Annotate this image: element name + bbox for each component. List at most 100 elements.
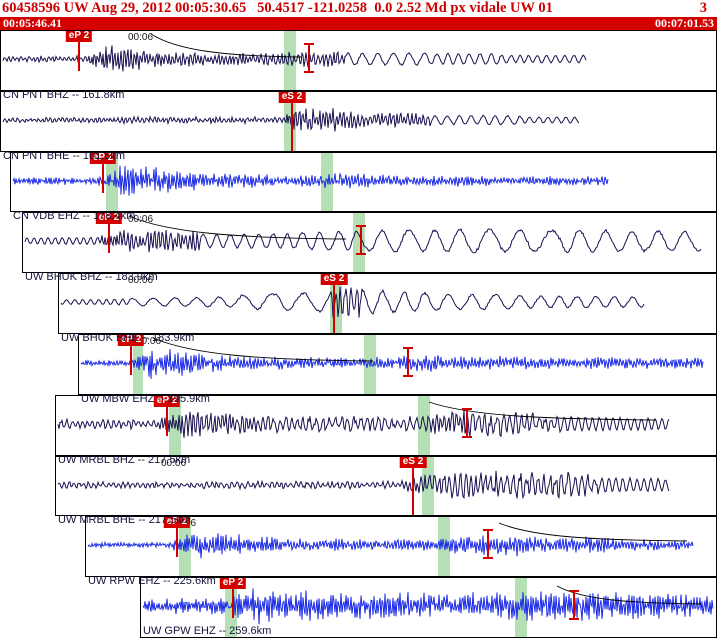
s-window-highlight — [515, 578, 527, 637]
waveform-trace — [57, 409, 670, 438]
s-pick-line[interactable] — [412, 466, 414, 516]
waveform-canvas — [2, 33, 587, 72]
waveform-trace — [2, 45, 587, 72]
p-pick-label[interactable]: eP 2 — [219, 578, 247, 590]
station-label[interactable]: UW MBW EHZ -- 195.9km — [81, 392, 210, 405]
waveform-canvas — [142, 585, 714, 625]
station-label[interactable]: UW MRBL BHE -- 217.5km — [58, 514, 191, 527]
trace-panel[interactable]: eP 2 — [10, 151, 717, 213]
p-pick-line[interactable] — [232, 588, 234, 619]
s-marker-cap-top — [403, 347, 413, 349]
s-uncertainty-marker[interactable] — [483, 529, 493, 560]
s-window-highlight — [284, 91, 296, 151]
p-pick-label[interactable]: eP 2 — [153, 395, 181, 407]
trace-panels: 00:06 eP 2 CN PNT BHZ -- 161.8km eS 2 CN PNT… — [0, 30, 717, 638]
s-window-highlight — [106, 152, 118, 212]
p-pick-label[interactable]: eP 2 — [163, 517, 191, 529]
s-marker-line — [466, 407, 468, 438]
p-pick-label[interactable]: eP 2 — [95, 213, 123, 225]
waveform-canvas — [87, 522, 694, 559]
trace-panel[interactable]: eP 2 — [55, 394, 717, 456]
trace-panel[interactable]: 00:06 eP 2 — [0, 30, 717, 91]
station-label[interactable]: CN PNT BHE -- 161.6km — [3, 149, 126, 162]
station-label[interactable]: CN PNT BHZ -- 161.8km — [3, 88, 125, 101]
waveform-trace — [12, 165, 609, 196]
trace-panel[interactable]: 00:06 eS 2 — [55, 455, 717, 517]
s-window-highlight — [179, 517, 191, 577]
trace-panel[interactable]: 00:06 eS 2 — [58, 273, 717, 334]
s-window-highlight — [321, 152, 333, 212]
coda-decay-curve — [428, 401, 657, 421]
p-pick-line[interactable] — [108, 223, 110, 254]
waveform-canvas — [12, 165, 609, 196]
s-window-highlight — [133, 335, 143, 394]
trace-panel[interactable]: eP 2 — [140, 577, 717, 638]
coda-decay-curve — [498, 522, 688, 542]
coda-decay-curve — [128, 215, 347, 240]
minute-tick-label: 00:06 — [136, 336, 162, 347]
minute-tick-label: 00:06 — [161, 457, 187, 469]
s-marker-cap-top — [356, 225, 366, 228]
s-marker-cap-top — [462, 407, 472, 410]
s-pick-label[interactable]: eS 2 — [320, 274, 348, 286]
s-pick-line[interactable] — [333, 284, 335, 333]
p-pick-line[interactable] — [176, 527, 178, 558]
s-window-highlight — [353, 213, 365, 273]
p-pick-label[interactable]: eP 2 — [89, 152, 117, 164]
p-pick-label[interactable]: eP 2 — [117, 334, 145, 346]
s-uncertainty-marker[interactable] — [403, 347, 413, 377]
p-pick-line[interactable] — [130, 345, 132, 375]
s-window-highlight — [418, 395, 430, 455]
waveform-trace — [60, 286, 645, 318]
s-marker-cap-bottom — [462, 435, 472, 438]
coda-decay-curve — [150, 33, 302, 58]
coda-decay-curve — [556, 585, 702, 605]
minute-tick-label: 00:06 — [128, 32, 154, 43]
s-marker-line — [487, 529, 489, 560]
coda-decay-curve — [152, 337, 374, 362]
station-label[interactable]: UW BHUK BHZ -- 183.9km — [25, 271, 158, 284]
waveform-canvas — [57, 470, 670, 500]
p-pick-line[interactable] — [102, 162, 104, 193]
p-pick-label[interactable]: eP 2 — [65, 30, 93, 42]
station-label[interactable]: CN VDB EHZ -- 178.4km — [13, 210, 136, 223]
trace-panel[interactable]: eS 2 — [0, 90, 717, 152]
s-uncertainty-marker[interactable] — [569, 590, 579, 621]
waveform-trace — [142, 588, 714, 625]
time-bar: 00:05:46.41 00:07:01.53 — [0, 17, 717, 30]
waveform-canvas — [60, 286, 645, 318]
s-window-highlight — [284, 31, 296, 90]
s-pick-label[interactable]: eS 2 — [278, 91, 306, 103]
s-marker-cap-top — [304, 43, 314, 45]
s-marker-line — [573, 590, 575, 621]
station-label[interactable]: UW RPW EHZ -- 225.6km — [88, 575, 216, 588]
station-label[interactable]: UW BHUK BHE -- 183.9km — [61, 332, 195, 344]
s-marker-cap-top — [483, 529, 493, 532]
window-end-time: 00:07:01.53 — [655, 16, 714, 30]
waveform-trace — [80, 348, 704, 380]
s-marker-cap-bottom — [356, 253, 366, 256]
s-marker-cap-top — [569, 590, 579, 593]
event-summary: 60458596 UW Aug 29, 2012 00:05:30.65 50.… — [2, 0, 553, 16]
station-label[interactable]: UW GPW EHZ -- 259.6km — [143, 625, 272, 637]
waveform-canvas — [57, 401, 670, 438]
p-pick-line[interactable] — [166, 405, 168, 436]
s-uncertainty-marker[interactable] — [356, 225, 366, 256]
s-marker-cap-bottom — [304, 71, 314, 73]
s-pick-label[interactable]: eS 2 — [399, 456, 427, 468]
waveform-canvas — [80, 337, 704, 380]
s-pick-line[interactable] — [291, 101, 293, 151]
event-flag: 3 — [699, 0, 707, 16]
p-pick-line[interactable] — [78, 41, 80, 71]
s-marker-cap-bottom — [403, 375, 413, 377]
s-uncertainty-marker[interactable] — [304, 43, 314, 73]
s-uncertainty-marker[interactable] — [462, 407, 472, 438]
s-marker-line — [407, 347, 409, 377]
event-header: 60458596 UW Aug 29, 2012 00:05:30.65 50.… — [0, 0, 717, 17]
s-marker-cap-bottom — [569, 618, 579, 621]
s-marker-cap-bottom — [483, 557, 493, 560]
station-label[interactable]: UW MRBL BHZ -- 217.5km — [58, 453, 191, 466]
